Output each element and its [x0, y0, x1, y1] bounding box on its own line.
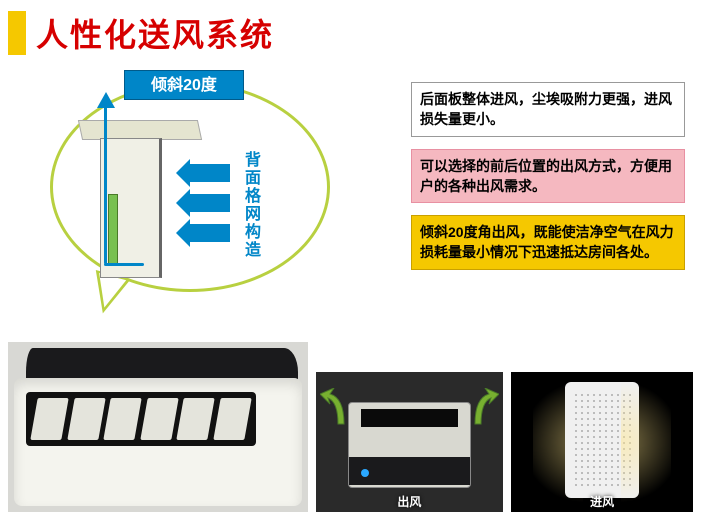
callout-tilt-angle: 倾斜20度角出风，既能使洁净空气在风力损耗量最小情况下迅速抵达房间各处。: [411, 215, 685, 270]
photo-gallery: 出风 进风: [8, 342, 693, 512]
photo-inflow: 进风: [511, 372, 693, 512]
title-accent-bar: [8, 11, 26, 55]
airflow-arrow-icon: [320, 388, 348, 428]
device-body: [14, 378, 302, 506]
airflow-diagram: 倾斜20度 背面格网构造: [40, 74, 340, 334]
photo-front-vent: [8, 342, 308, 512]
device-vent: [26, 392, 256, 446]
inflow-arrow-icon: [190, 224, 230, 242]
indicator-light-icon: [361, 469, 369, 477]
callout-intake: 后面板整体进风，尘埃吸附力更强，进风损失量更小。: [411, 82, 685, 137]
rear-grid-label: 背面格网构造: [245, 152, 263, 260]
airflow-arrow-icon: [471, 388, 499, 428]
device-filter-outline: [108, 194, 118, 264]
callout-outflow-modes: 可以选择的前后位置的出风方式，方便用户的各种出风需求。: [411, 149, 685, 204]
airflow-spray-icon: [621, 372, 671, 512]
device-top-outline: [78, 120, 202, 140]
slide-title: 人性化送风系统: [36, 10, 274, 56]
tilt-badge: 倾斜20度: [124, 70, 244, 100]
speech-bubble: [50, 82, 330, 292]
inflow-arrow-icon: [190, 164, 230, 182]
device-top-view: [348, 402, 472, 488]
outflow-arrow-icon: [104, 104, 107, 264]
device-panel: [349, 457, 471, 485]
device-slot: [361, 409, 459, 427]
photo-outflow: 出风: [316, 372, 504, 512]
caption-inflow: 进风: [511, 493, 693, 510]
slide-title-block: 人性化送风系统: [0, 0, 701, 60]
inflow-arrow-icon: [190, 194, 230, 212]
feature-callouts: 后面板整体进风，尘埃吸附力更强，进风损失量更小。 可以选择的前后位置的出风方式，…: [411, 82, 685, 282]
caption-outflow: 出风: [316, 493, 504, 510]
